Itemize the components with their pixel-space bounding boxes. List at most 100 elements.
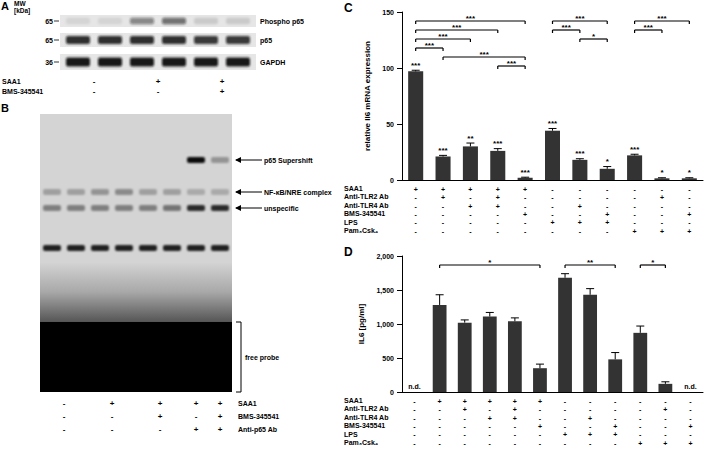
svg-text:+: +: [578, 203, 582, 210]
svg-text:+: +: [588, 415, 592, 422]
svg-text:-: -: [664, 423, 667, 430]
svg-text:Anti-TLR2 Ab: Anti-TLR2 Ab: [344, 193, 388, 200]
svg-text:-: -: [688, 186, 691, 193]
svg-text:+: +: [218, 412, 223, 421]
svg-text:-: -: [614, 406, 617, 413]
svg-text:-: -: [524, 203, 527, 210]
svg-text:+: +: [613, 431, 617, 438]
svg-text:-: -: [157, 87, 160, 96]
svg-text:-: -: [497, 228, 500, 235]
svg-text:Anti-TLR4 Ab: Anti-TLR4 Ab: [344, 414, 388, 421]
svg-text:0: 0: [390, 177, 394, 184]
svg-text:MW: MW: [14, 0, 26, 7]
svg-text:150: 150: [382, 9, 394, 16]
svg-text:-: -: [551, 194, 554, 201]
svg-text:-: -: [438, 440, 441, 447]
svg-text:n.d.: n.d.: [684, 383, 696, 390]
svg-text:-: -: [497, 211, 500, 218]
svg-text:-: -: [633, 194, 636, 201]
svg-text:-: -: [551, 186, 554, 193]
svg-text:-: -: [464, 423, 467, 430]
svg-text:LPS: LPS: [344, 431, 358, 438]
svg-text:-: -: [438, 406, 441, 413]
svg-text:***: ***: [466, 14, 476, 23]
svg-text:BMS-345541: BMS-345541: [344, 210, 385, 217]
svg-text:n.d.: n.d.: [408, 383, 420, 390]
svg-text:+: +: [468, 203, 472, 210]
svg-text:*: *: [688, 168, 692, 177]
svg-text:-: -: [539, 440, 542, 447]
svg-text:-: -: [93, 87, 96, 96]
svg-text:-: -: [614, 415, 617, 422]
svg-text:500: 500: [382, 355, 394, 362]
svg-text:+: +: [194, 399, 199, 408]
svg-text:+: +: [463, 406, 467, 413]
svg-text:***: ***: [438, 146, 448, 155]
svg-text:-: -: [63, 412, 66, 421]
svg-text:-: -: [551, 228, 554, 235]
svg-text:+: +: [613, 423, 617, 430]
svg-text:+: +: [513, 406, 517, 413]
svg-text:BMS-345541: BMS-345541: [2, 88, 43, 95]
svg-text:-: -: [589, 440, 592, 447]
svg-text:SAA1: SAA1: [238, 400, 257, 407]
svg-text:+: +: [538, 423, 542, 430]
svg-text:-: -: [438, 423, 441, 430]
svg-text:-: -: [639, 415, 642, 422]
svg-text:-: -: [111, 425, 114, 434]
svg-text:BMS-345541: BMS-345541: [344, 422, 385, 429]
svg-text:-: -: [639, 423, 642, 430]
svg-text:36: 36: [45, 59, 53, 66]
svg-text:+: +: [496, 186, 500, 193]
svg-text:-: -: [614, 398, 617, 405]
svg-text:-: -: [469, 228, 472, 235]
svg-text:Pam₃Csk₄: Pam₃Csk₄: [344, 439, 378, 446]
svg-text:-: -: [413, 440, 416, 447]
svg-text:+: +: [578, 219, 582, 226]
svg-text:-: -: [661, 211, 664, 218]
svg-text:-: -: [589, 423, 592, 430]
svg-text:+: +: [523, 211, 527, 218]
svg-text:50: 50: [386, 121, 394, 128]
svg-text:+: +: [414, 186, 418, 193]
svg-text:-: -: [63, 399, 66, 408]
svg-text:+: +: [488, 415, 492, 422]
svg-text:-: -: [413, 431, 416, 438]
svg-text:-: -: [633, 219, 636, 226]
svg-text:+: +: [638, 440, 642, 447]
svg-text:***: ***: [507, 59, 517, 68]
svg-text:+: +: [605, 211, 609, 218]
svg-text:GAPDH: GAPDH: [260, 59, 285, 66]
svg-text:-: -: [661, 203, 664, 210]
svg-text:-: -: [614, 440, 617, 447]
svg-text:free probe: free probe: [245, 354, 279, 362]
svg-text:+: +: [220, 77, 225, 86]
svg-text:+: +: [550, 219, 554, 226]
svg-text:***: ***: [520, 168, 530, 177]
svg-text:0: 0: [390, 389, 394, 396]
svg-text:-: -: [564, 398, 567, 405]
svg-text:***: ***: [630, 145, 640, 154]
svg-text:D: D: [344, 245, 353, 259]
svg-text:Pam₃Csk₄: Pam₃Csk₄: [344, 227, 378, 234]
svg-text:-: -: [688, 203, 691, 210]
svg-text:-: -: [688, 219, 691, 226]
svg-text:-: -: [639, 406, 642, 413]
svg-text:A: A: [1, 0, 9, 12]
svg-text:+: +: [513, 398, 517, 405]
svg-text:-: -: [539, 415, 542, 422]
svg-text:-: -: [606, 186, 609, 193]
svg-text:+: +: [158, 412, 163, 421]
svg-text:-: -: [579, 194, 582, 201]
svg-text:+: +: [588, 431, 592, 438]
svg-text:+: +: [463, 398, 467, 405]
svg-text:-: -: [661, 186, 664, 193]
svg-text:LPS: LPS: [344, 219, 358, 226]
svg-text:+: +: [156, 77, 161, 86]
svg-text:+: +: [538, 398, 542, 405]
svg-text:1,000: 1,000: [376, 321, 394, 329]
svg-text:-: -: [413, 398, 416, 405]
svg-text:-: -: [469, 219, 472, 226]
svg-text:-: -: [442, 228, 445, 235]
svg-text:+: +: [496, 194, 500, 201]
